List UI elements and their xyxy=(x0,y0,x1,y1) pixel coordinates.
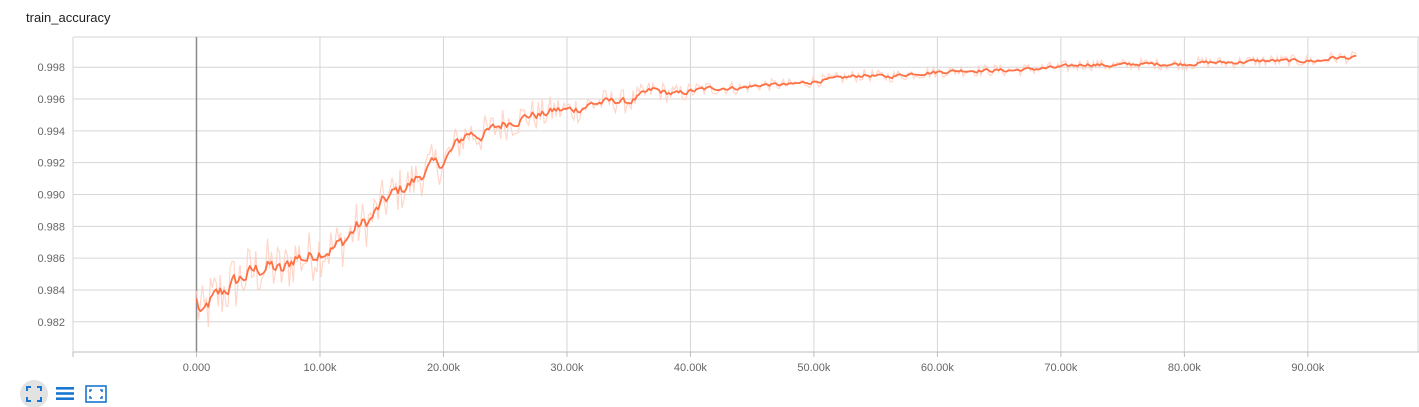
x-tick-label: 70.00k xyxy=(1044,362,1078,374)
x-tick-label: 10.00k xyxy=(303,362,337,374)
y-tick-label: 0.986 xyxy=(37,253,65,265)
x-tick-label: 60.00k xyxy=(921,362,955,374)
fit-to-data-button[interactable] xyxy=(20,380,48,407)
toggle-y-log-icon xyxy=(55,385,75,403)
y-tick-label: 0.984 xyxy=(37,285,65,297)
series-layer xyxy=(195,54,1357,313)
y-tick-label: 0.998 xyxy=(37,62,65,74)
y-tick-label: 0.990 xyxy=(37,190,65,202)
y-tick-label: 0.982 xyxy=(37,317,65,329)
y-tick-label: 0.994 xyxy=(37,126,65,138)
line-chart[interactable]: 0.000 10.00k 20.00k 30.00k 40.00k 50.00k 60.00… xyxy=(0,0,1419,378)
x-tick-label: 30.00k xyxy=(550,362,584,374)
x-tick-label: 20.00k xyxy=(427,362,461,374)
y-tick-label: 0.992 xyxy=(37,158,65,170)
series-raw-line xyxy=(195,50,1357,327)
series-line xyxy=(195,54,1357,313)
y-tick-labels: 0.982 0.984 0.986 0.988 0.990 0.992 0.994 0.996… xyxy=(37,62,65,329)
fit-to-data-icon xyxy=(25,385,43,403)
chart-title: train_accuracy xyxy=(26,10,111,25)
x-tick-label: 90.00k xyxy=(1291,362,1325,374)
axes xyxy=(72,351,1419,357)
x-tick-label: 0.000 xyxy=(183,362,211,374)
reset-zoom-icon xyxy=(85,385,107,403)
grid xyxy=(72,36,1419,352)
reset-zoom-button[interactable] xyxy=(82,380,110,407)
x-tick-labels: 0.000 10.00k 20.00k 30.00k 40.00k 50.00k 60.00… xyxy=(183,362,1325,374)
x-tick-label: 50.00k xyxy=(797,362,831,374)
x-tick-label: 80.00k xyxy=(1168,362,1202,374)
chart-toolbar xyxy=(20,380,113,407)
x-tick-label: 40.00k xyxy=(674,362,708,374)
toggle-y-log-button[interactable] xyxy=(51,380,79,407)
raw-series-layer xyxy=(195,50,1357,327)
y-tick-label: 0.996 xyxy=(37,94,65,106)
y-tick-label: 0.988 xyxy=(37,221,65,233)
